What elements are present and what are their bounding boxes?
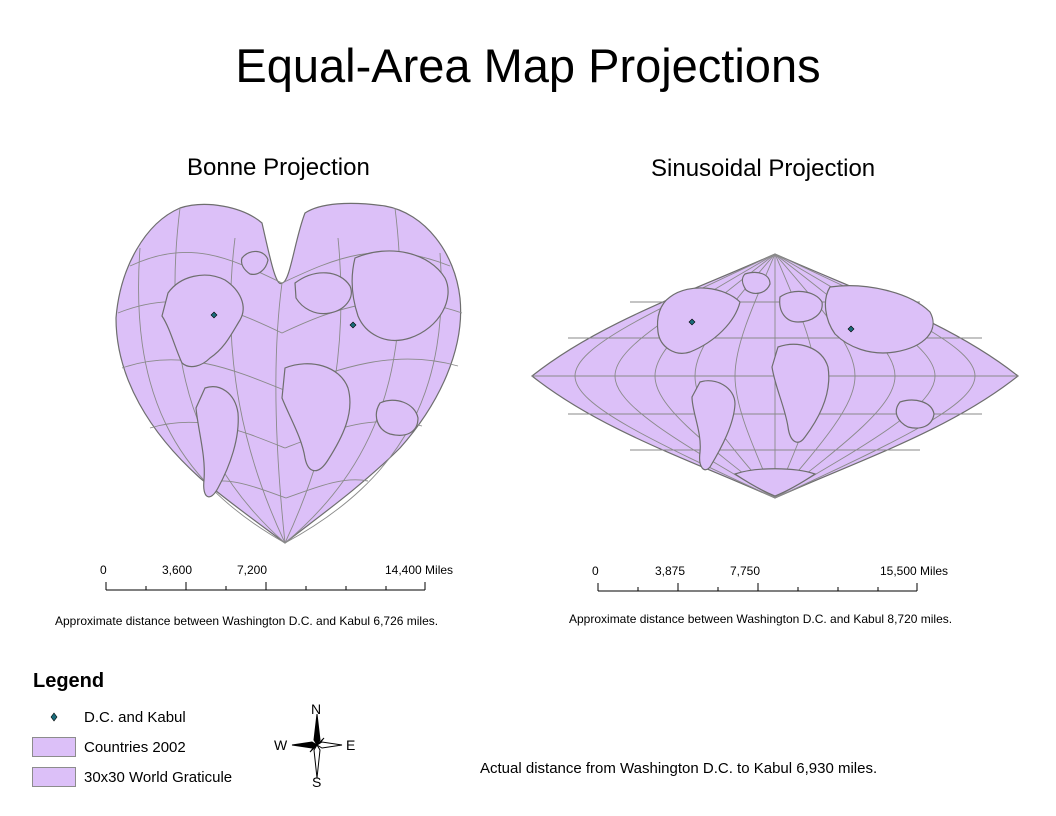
compass-s: S xyxy=(312,774,321,790)
sinusoidal-scale-label-1: 3,875 xyxy=(655,564,686,578)
bonne-distance-note: Approximate distance between Washington … xyxy=(55,614,439,628)
bonne-scale-label-2: 7,200 xyxy=(237,563,268,577)
legend-graticule-swatch xyxy=(32,767,76,787)
actual-distance-note: Actual distance from Washington D.C. to … xyxy=(480,760,878,777)
bonne-scale-bar xyxy=(105,582,426,591)
sinusoidal-map-title: Sinusoidal Projection xyxy=(651,155,876,182)
bonne-map xyxy=(115,202,463,544)
legend-point-symbol xyxy=(50,712,58,722)
legend-title: Legend xyxy=(33,670,105,692)
legend-item-graticule: 30x30 World Graticule xyxy=(84,769,233,786)
sinusoidal-countries xyxy=(656,271,935,497)
compass-w: W xyxy=(274,737,288,753)
kabul-point xyxy=(847,325,855,333)
compass-n: N xyxy=(311,701,321,717)
compass-e: E xyxy=(346,737,355,753)
washington-dc-point xyxy=(688,318,696,326)
bonne-map-title: Bonne Projection xyxy=(187,154,370,181)
bonne-scale-label-1: 3,600 xyxy=(162,563,193,577)
north-arrow-compass-icon: N S W E xyxy=(274,701,355,790)
sinusoidal-scale-bar xyxy=(597,583,918,592)
bonne-countries xyxy=(161,250,449,498)
bonne-scale-label-0: 0 xyxy=(100,563,107,577)
legend-item-dc-kabul: D.C. and Kabul xyxy=(84,709,186,726)
sinusoidal-distance-note: Approximate distance between Washington … xyxy=(569,612,953,626)
sinusoidal-points xyxy=(688,318,855,333)
sinusoidal-map xyxy=(531,253,1019,499)
sinusoidal-scale-label-0: 0 xyxy=(592,564,599,578)
kabul-point xyxy=(349,321,357,329)
bonne-scale-label-3: 14,400 Miles xyxy=(385,563,454,577)
sinusoidal-scale-label-3: 15,500 Miles xyxy=(880,564,949,578)
legend-countries-swatch xyxy=(32,737,76,757)
sinusoidal-scale-label-2: 7,750 xyxy=(730,564,761,578)
bonne-points xyxy=(210,311,357,329)
washington-dc-point xyxy=(210,311,218,319)
page-title: Equal-Area Map Projections xyxy=(235,39,821,92)
legend-item-countries: Countries 2002 xyxy=(84,739,186,756)
